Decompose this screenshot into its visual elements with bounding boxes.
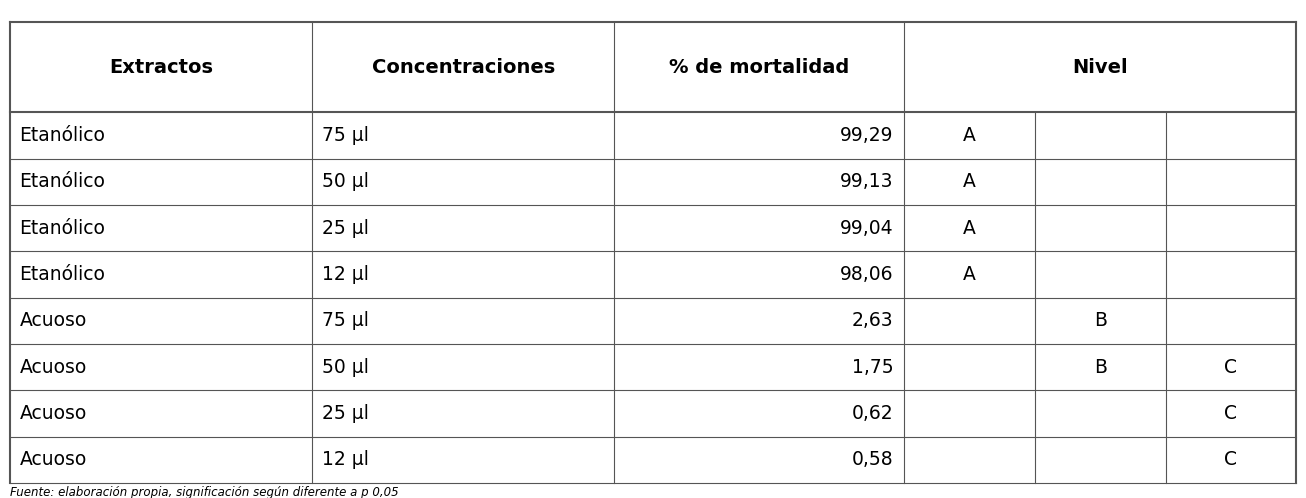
Text: 25 μl: 25 μl bbox=[321, 404, 368, 423]
Text: 75 μl: 75 μl bbox=[321, 311, 368, 330]
Text: C: C bbox=[1224, 358, 1237, 376]
Text: A: A bbox=[963, 172, 976, 191]
Text: Concentraciones: Concentraciones bbox=[372, 58, 555, 77]
Text: % de mortalidad: % de mortalidad bbox=[669, 58, 849, 77]
Text: 75 μl: 75 μl bbox=[321, 126, 368, 145]
Text: C: C bbox=[1224, 450, 1237, 470]
Text: A: A bbox=[963, 126, 976, 145]
Text: Acuoso: Acuoso bbox=[20, 450, 86, 470]
Text: Acuoso: Acuoso bbox=[20, 404, 86, 423]
Text: Fuente: elaboración propia, significación según diferente a p 0,05: Fuente: elaboración propia, significació… bbox=[10, 486, 400, 498]
Text: Nivel: Nivel bbox=[1072, 58, 1127, 77]
Text: 1,75: 1,75 bbox=[852, 358, 893, 376]
Text: 99,29: 99,29 bbox=[840, 126, 893, 145]
Text: A: A bbox=[963, 219, 976, 238]
Text: Etanólico: Etanólico bbox=[20, 126, 106, 145]
Text: Acuoso: Acuoso bbox=[20, 311, 86, 330]
Text: B: B bbox=[1093, 358, 1106, 376]
Text: Extractos: Extractos bbox=[110, 58, 213, 77]
Text: 2,63: 2,63 bbox=[852, 311, 893, 330]
Text: Etanólico: Etanólico bbox=[20, 265, 106, 284]
Text: B: B bbox=[1093, 311, 1106, 330]
Text: C: C bbox=[1224, 404, 1237, 423]
Text: 50 μl: 50 μl bbox=[321, 172, 368, 191]
Text: 99,13: 99,13 bbox=[840, 172, 893, 191]
Text: Etanólico: Etanólico bbox=[20, 172, 106, 191]
Text: 99,04: 99,04 bbox=[840, 219, 893, 238]
Text: Etanólico: Etanólico bbox=[20, 219, 106, 238]
Text: 50 μl: 50 μl bbox=[321, 358, 368, 376]
Text: 0,62: 0,62 bbox=[852, 404, 893, 423]
Text: 98,06: 98,06 bbox=[840, 265, 893, 284]
Text: 0,58: 0,58 bbox=[852, 450, 893, 470]
Text: 12 μl: 12 μl bbox=[321, 265, 368, 284]
Text: Acuoso: Acuoso bbox=[20, 358, 86, 376]
Text: 12 μl: 12 μl bbox=[321, 450, 368, 470]
Text: 25 μl: 25 μl bbox=[321, 219, 368, 238]
Text: A: A bbox=[963, 265, 976, 284]
